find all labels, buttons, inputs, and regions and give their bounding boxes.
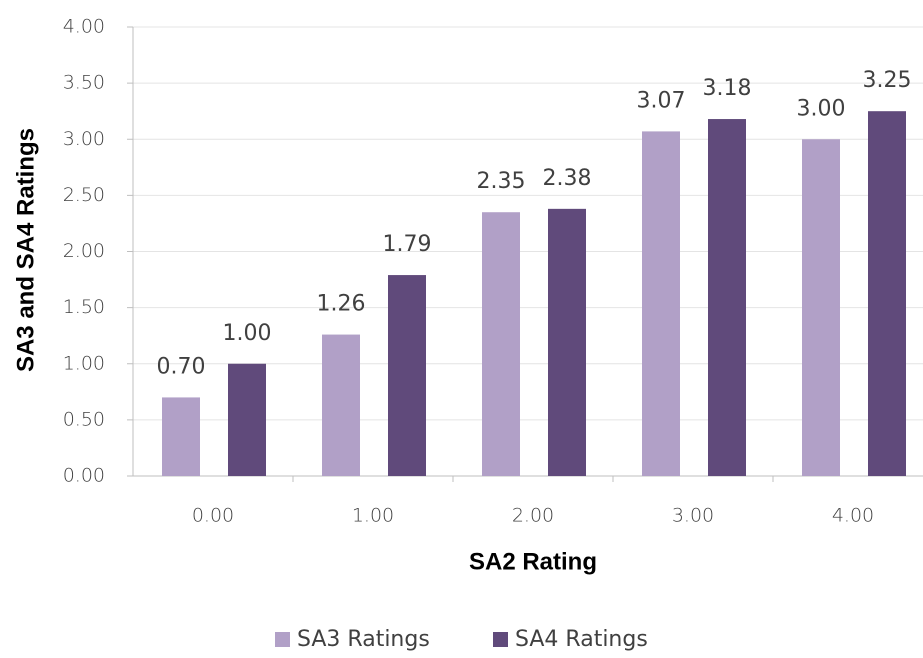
value-label: 3.07 — [637, 88, 686, 113]
bar — [708, 119, 746, 477]
bar — [322, 334, 360, 476]
legend-swatch — [493, 632, 508, 647]
x-tick-label: 3.00 — [672, 505, 714, 527]
y-axis-title: SA3 and SA4 Ratings — [12, 128, 39, 372]
bar — [868, 111, 906, 476]
bar — [482, 212, 520, 476]
bar — [228, 363, 266, 476]
value-label: 1.26 — [317, 292, 366, 317]
value-label: 1.79 — [383, 232, 432, 257]
y-tick-label: 3.00 — [63, 128, 105, 150]
value-label: 3.00 — [797, 96, 846, 121]
y-tick-label: 1.00 — [63, 352, 105, 374]
legend-label: SA3 Ratings — [297, 627, 430, 652]
y-tick-label: 3.50 — [63, 72, 105, 94]
legend-label: SA4 Ratings — [515, 627, 648, 652]
value-label: 3.25 — [863, 68, 912, 93]
bar — [162, 397, 200, 476]
x-tick-label: 0.00 — [192, 505, 234, 527]
x-axis-title: SA2 Rating — [469, 548, 597, 575]
y-tick-label: 1.50 — [63, 296, 105, 318]
bar — [802, 139, 840, 476]
y-tick-label: 0.50 — [63, 408, 105, 430]
y-tick-label: 2.50 — [63, 184, 105, 206]
value-label: 2.38 — [543, 166, 592, 191]
y-tick-label: 0.00 — [63, 465, 105, 487]
bar — [548, 208, 586, 476]
x-tick-label: 2.00 — [512, 505, 554, 527]
y-tick-label: 4.00 — [63, 16, 105, 38]
bar — [642, 131, 680, 476]
value-label: 1.00 — [223, 321, 272, 346]
bar — [388, 275, 426, 476]
value-label: 3.18 — [703, 76, 752, 101]
legend-swatch — [275, 632, 290, 647]
value-label: 2.35 — [477, 169, 526, 194]
x-tick-label: 1.00 — [352, 505, 394, 527]
y-tick-label: 2.00 — [63, 240, 105, 262]
x-tick-label: 4.00 — [832, 505, 874, 527]
value-label: 0.70 — [157, 354, 206, 379]
